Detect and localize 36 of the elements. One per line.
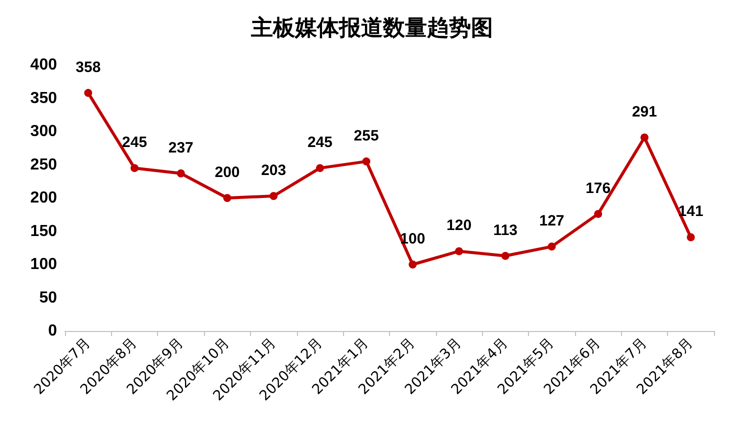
chart-title: 主板媒体报道数量趋势图 [250,15,493,41]
y-tick-label: 150 [30,222,58,240]
point [686,233,695,242]
data-label: 291 [632,103,657,120]
y-tick-label: 50 [39,289,58,306]
point [223,194,232,202]
point [84,88,92,97]
y-tick-label: 350 [30,90,58,107]
point [640,133,648,142]
point [501,252,510,260]
point [362,157,370,166]
data-label: 358 [76,58,101,76]
point [270,192,278,200]
y-tick-label: 250 [30,156,58,174]
data-label: 113 [493,222,518,239]
point [176,169,185,178]
y-tick-label: 0 [48,322,58,340]
point [455,247,464,256]
y-tick-label: 300 [30,123,58,140]
point [548,242,556,251]
point [594,210,602,218]
data-label: 203 [261,162,286,180]
data-label: 237 [168,139,194,156]
point [408,260,417,268]
data-label: 255 [354,127,379,144]
data-label: 176 [586,180,611,197]
data-label: 120 [446,217,472,234]
y-tick-label: 100 [30,256,58,273]
data-label: 127 [539,212,564,230]
point [130,164,139,172]
y-tick-label: 400 [30,56,58,74]
data-label: 245 [307,134,332,152]
y-tick-label: 200 [30,190,58,206]
point [316,164,324,172]
data-label: 245 [122,134,148,152]
data-label: 200 [214,164,240,181]
